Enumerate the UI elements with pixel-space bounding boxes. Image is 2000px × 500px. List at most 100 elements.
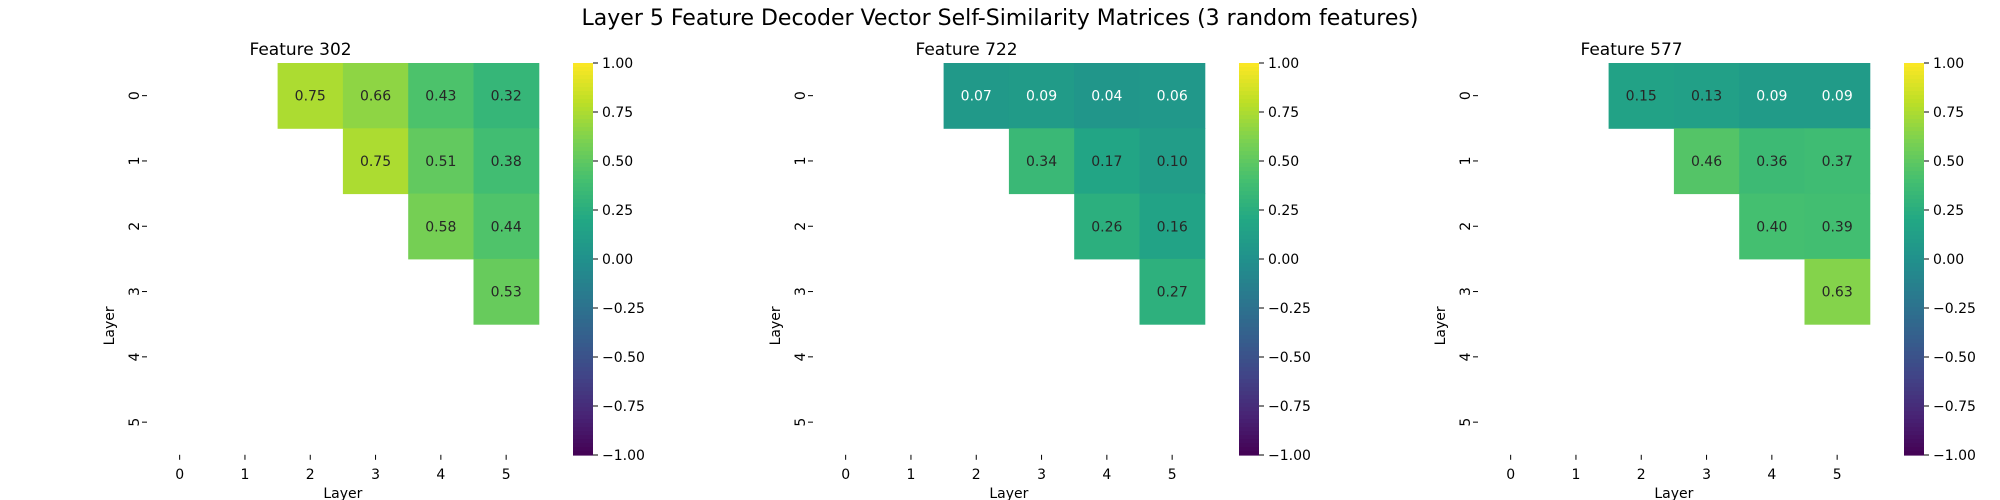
cell-label: 0.27 [1157,285,1188,301]
panel-title: Feature 722 [916,40,1018,60]
colorbar-segment [1239,363,1259,368]
panel-title: Feature 577 [1581,40,1683,60]
colorbar-segment [573,279,593,284]
colorbar-segment [1904,435,1924,440]
colorbar-segment [1239,431,1259,436]
cell-label: 0.38 [491,154,522,170]
colorbar-segment [573,263,593,268]
colorbar-segment [573,255,593,260]
colorbar-segment [1239,139,1259,144]
y-axis-label: Layer [1433,306,1449,345]
colorbar-segment [1904,223,1924,228]
cell-label: 0.26 [1091,219,1122,235]
colorbar-segment [1239,303,1259,308]
x-tick-label: 1 [240,467,249,483]
heatmap-cell [1074,63,1140,129]
heatmap-cell [1139,193,1206,260]
colorbar-segment [1904,143,1924,148]
cell-label: 0.16 [1157,219,1188,235]
colorbar-segment [1904,83,1924,88]
colorbar-segment [1904,251,1924,256]
colorbar-tick-label: 1.00 [1933,56,1964,72]
colorbar-segment [1904,111,1924,116]
colorbar-segment [1904,355,1924,360]
colorbar-tick-label: 0.25 [1268,203,1299,219]
colorbar-segment [1904,195,1924,200]
x-tick-label: 3 [1702,467,1711,483]
colorbar-segment [1904,71,1924,76]
colorbar-segment [1904,163,1924,168]
colorbar-segment [573,431,593,436]
colorbar-segment [1239,355,1259,360]
colorbar-segment [1904,231,1924,236]
colorbar-segment [1904,343,1924,348]
heatmap-cell [1804,258,1871,325]
colorbar-segment [1239,135,1259,140]
colorbar-segment [1904,383,1924,388]
colorbar-segment [1239,259,1259,264]
colorbar-segment [1239,359,1259,364]
colorbar-segment [1904,171,1924,176]
colorbar-segment [1239,239,1259,244]
colorbar-segment [573,259,593,264]
colorbar-segment [1904,215,1924,220]
colorbar-segment [1239,115,1259,120]
colorbar-segment [1904,227,1924,232]
colorbar-tick-label: 0.00 [602,252,633,268]
heatmap-cell [473,128,540,195]
y-tick-label: 4 [793,352,809,361]
colorbar-segment [1904,327,1924,332]
cell-label: 0.06 [1157,89,1188,105]
heatmap-cell [1804,63,1871,129]
y-tick-label: 1 [1458,156,1474,165]
colorbar-segment [1239,91,1259,96]
colorbar-segment [573,79,593,84]
colorbar-segment [573,439,593,444]
colorbar-segment [1239,423,1259,428]
colorbar-segment [573,283,593,288]
heatmap-cell [1074,193,1140,260]
colorbar-segment [1904,291,1924,296]
colorbar-segment [1239,407,1259,412]
cell-label: 0.07 [961,89,992,105]
colorbar-tick-label: 0.75 [1933,105,1964,121]
heatmap-cell [277,63,344,129]
heatmap-cell [1804,193,1871,260]
colorbar-segment [1239,299,1259,304]
colorbar-segment [1239,371,1259,376]
x-tick-label: 4 [436,467,445,483]
colorbar-segment [1904,115,1924,120]
colorbar-segment [1239,343,1259,348]
cell-label: 0.63 [1822,285,1853,301]
colorbar-segment [573,287,593,292]
colorbar-segment [573,451,593,456]
colorbar-segment [573,99,593,104]
colorbar-segment [573,195,593,200]
colorbar-tick-label: 0.00 [1268,252,1299,268]
colorbar-segment [573,183,593,188]
colorbar-segment [573,295,593,300]
colorbar-segment [573,243,593,248]
colorbar-tick-label: 0.50 [1933,154,1964,170]
colorbar-segment [1239,75,1259,80]
colorbar-segment [1239,287,1259,292]
colorbar-segment [1904,207,1924,212]
colorbar-segment [1239,63,1259,68]
colorbar-tick-label: 0.75 [602,105,633,121]
colorbar-segment [1239,159,1259,164]
colorbar-segment [573,151,593,156]
colorbar-segment [573,171,593,176]
colorbar-segment [1904,75,1924,80]
colorbar-segment [573,271,593,276]
y-axis-label: Layer [102,306,118,345]
colorbar-segment [1904,259,1924,264]
cell-label: 0.09 [1756,89,1787,105]
colorbar-segment [1904,375,1924,380]
colorbar-segment [573,67,593,72]
colorbar-segment [1239,187,1259,192]
colorbar-segment [1239,403,1259,408]
colorbar-segment [1239,319,1259,324]
colorbar-segment [1904,299,1924,304]
x-tick-label: 2 [306,467,315,483]
